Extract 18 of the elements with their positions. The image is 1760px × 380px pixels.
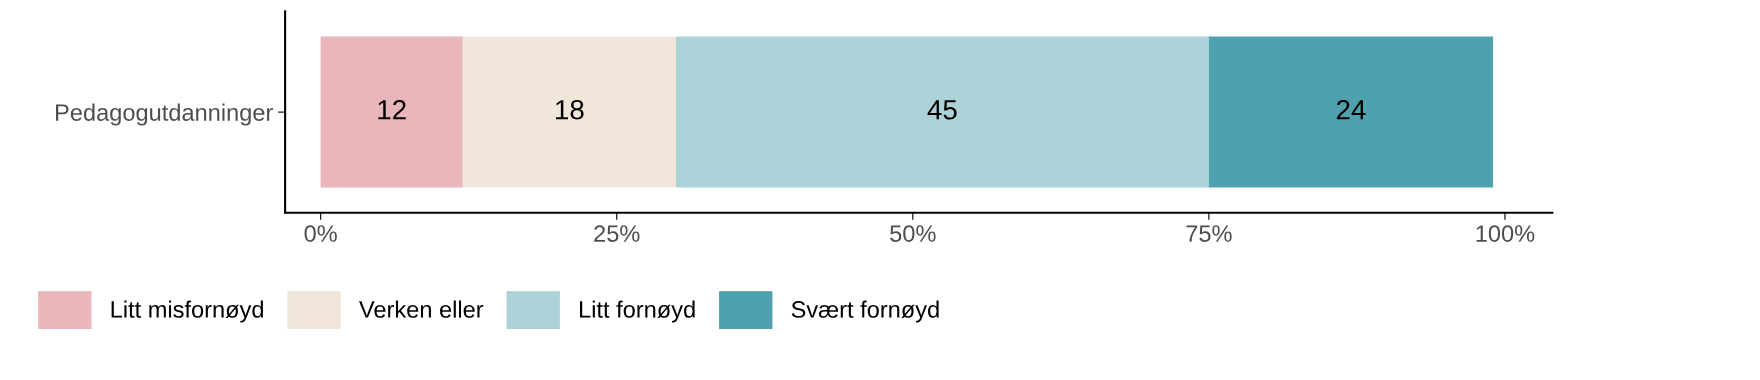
- bar: [675, 36, 1209, 188]
- data-label: 18: [556, 99, 584, 120]
- legend-label: Litt fornøyd: [580, 300, 695, 323]
- bar: [1208, 36, 1494, 188]
- y-tick-label: Pedagogutdanninger: [56, 103, 273, 126]
- x-tick-label: 0%: [304, 225, 337, 242]
- legend-label: Litt misfornøyd: [111, 300, 263, 323]
- legend-label: Svært fornøyd: [791, 300, 939, 323]
- data-label: 12: [378, 99, 406, 120]
- legend-label: Verken eller: [359, 300, 484, 318]
- data-label: 24: [1336, 99, 1366, 120]
- x-tick-label: 100%: [1476, 225, 1535, 242]
- x-tick-label: 25%: [594, 225, 640, 242]
- data-label: 45: [927, 100, 957, 120]
- x-tick-label: 50%: [890, 225, 936, 242]
- bar: [320, 36, 463, 188]
- bar: [462, 36, 676, 188]
- x-tick-label: 75%: [1186, 225, 1232, 242]
